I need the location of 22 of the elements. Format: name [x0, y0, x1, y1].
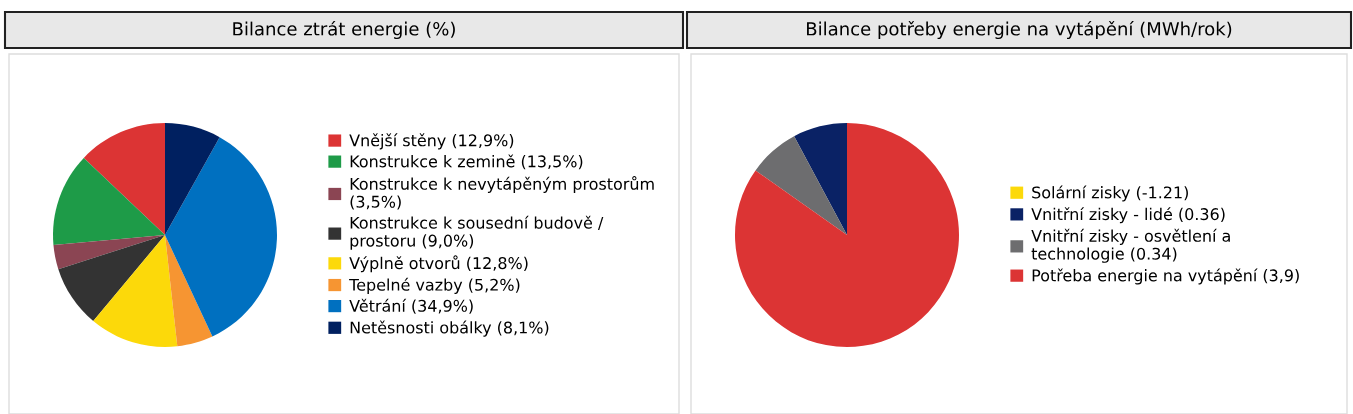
legend-label: Netěsnosti obálky (8,1%) [350, 320, 549, 337]
chart-title: Bilance ztrát energie (%) [233, 20, 455, 40]
pie-slice [93, 235, 178, 347]
legend-label: Konstrukce k zemině (13,5%) [350, 154, 583, 170]
legend-label: Vnitřní zisky - lidé (0.36) [1031, 207, 1225, 224]
pie-slice [53, 157, 165, 246]
legend-label: Výplně otvorů (12,8%) [349, 255, 528, 273]
legend-label: Potřeba energie na vytápění (3,9) [1032, 268, 1299, 285]
pie-slice [165, 137, 277, 337]
pie-slice [58, 235, 165, 322]
pie-slice [165, 235, 213, 347]
legend-label: Tepelné vazby (5,2%) [349, 277, 520, 294]
legend-label: Konstrukce k nevytápěným prostorům (3,5%) [350, 176, 654, 210]
legend-label: Vnitřní zisky - osvětlení a technologie (0.34) [1031, 228, 1230, 263]
legend-label: Solární zisky (-1.21) [1032, 185, 1188, 202]
legend-label: Vnější stěny (12,9%) [349, 133, 514, 150]
legend-label: Větrání (34,9%) [349, 298, 473, 314]
pie-slice [83, 123, 165, 235]
pie-slice [165, 123, 220, 235]
legend-label: Konstrukce k sousední budově / prostoru (9,0%) [350, 215, 604, 250]
chart-title: Bilance potřeby energie na vytápění (MWh/rok) [807, 20, 1232, 40]
pie-slice [53, 235, 165, 270]
